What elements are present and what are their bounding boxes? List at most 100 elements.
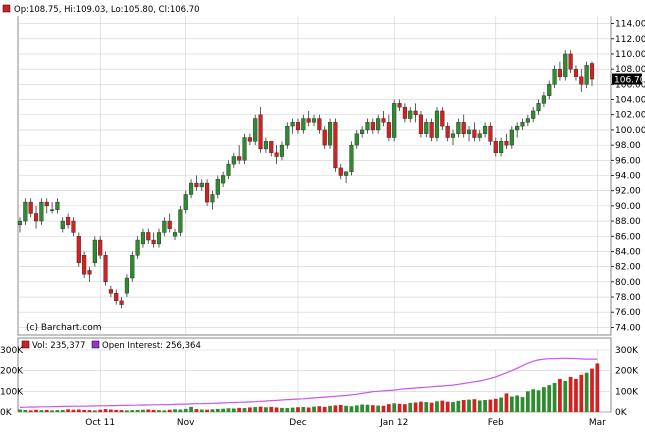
volume-bar: [194, 409, 199, 412]
candle-body: [17, 220, 23, 226]
candle-body: [210, 194, 215, 203]
candle-body: [579, 76, 584, 85]
volume-bar: [370, 405, 375, 412]
date-tick-label: Nov: [177, 418, 195, 428]
candle-body: [172, 232, 178, 237]
price-tick-label: 102.00: [615, 111, 645, 121]
candle-body: [504, 141, 509, 146]
candle-body: [536, 103, 541, 112]
price-tick-label: 82.00: [615, 263, 641, 273]
candle-body: [253, 118, 258, 142]
candle-body: [450, 133, 456, 138]
volume-bar: [264, 407, 268, 412]
price-tick-label: 100.00: [615, 126, 645, 136]
date-tick-label: Jan 12: [379, 418, 408, 428]
volume-bar: [39, 410, 44, 412]
volume-bar: [285, 408, 290, 412]
oi-legend-swatch: [91, 340, 100, 349]
candle-body: [66, 217, 71, 226]
volume-bar: [333, 405, 338, 412]
price-tick-label: 98.00: [615, 141, 641, 151]
candle-body: [568, 53, 573, 70]
volume-bar: [467, 399, 471, 412]
volume-bar: [226, 408, 231, 412]
volume-tick-label-left: 0K: [0, 408, 13, 418]
volume-readout: Vol: 235,377: [32, 341, 85, 351]
candle-body: [60, 220, 65, 229]
candle-body: [456, 122, 461, 134]
candle-body: [23, 201, 28, 222]
volume-bar: [317, 406, 322, 412]
candle-body: [424, 122, 429, 134]
volume-bar: [477, 400, 482, 412]
open-interest-line: [19, 357, 598, 409]
candle-body: [306, 118, 311, 123]
candle-body: [493, 141, 498, 153]
candle-body: [365, 122, 370, 131]
candle-body: [381, 118, 386, 123]
candle-body: [146, 232, 151, 241]
candle-body: [531, 110, 536, 119]
date-tick-label: Dec: [289, 418, 306, 428]
candle-body: [311, 118, 317, 123]
candle-body: [466, 129, 472, 134]
volume-bar: [210, 409, 215, 412]
date-tick-label: Oct 11: [85, 418, 115, 428]
price-tick-label: 90.00: [615, 202, 641, 212]
ohlc-legend-swatch: [2, 4, 11, 13]
volume-bar: [386, 404, 391, 412]
volume-bar: [531, 389, 536, 412]
volume-bar: [590, 368, 594, 412]
volume-bar: [552, 383, 557, 412]
volume-bar: [547, 385, 552, 412]
volume-bar: [584, 372, 589, 412]
volume-bar: [344, 405, 348, 412]
candle-body: [55, 201, 60, 210]
volume-bar: [247, 407, 252, 412]
volume-y-axis: 0K 0K 100K 100K 200K 200K 300K 300K: [0, 346, 639, 418]
candle-body: [360, 129, 365, 134]
volume-bar: [306, 407, 311, 412]
volume-bar: [515, 395, 520, 412]
candle-body: [440, 110, 445, 127]
volume-bar: [520, 397, 525, 412]
candle-body: [563, 53, 568, 77]
volume-bar: [381, 405, 386, 412]
price-tick-label: 104.00: [615, 96, 645, 106]
candle-body: [349, 144, 354, 172]
volume-bar: [167, 409, 172, 412]
date-x-axis: Oct 11 Nov Dec Jan 12 Feb Mar: [85, 418, 606, 428]
volume-bar: [18, 409, 22, 412]
candle-body: [402, 106, 407, 119]
candle-body: [231, 156, 236, 165]
volume-tick-label-left: 100K: [0, 387, 24, 397]
candle-body: [221, 175, 226, 184]
price-tick-label: 96.00: [615, 156, 641, 166]
volume-bar: [258, 406, 263, 412]
candle-body: [194, 182, 199, 188]
volume-bar: [55, 410, 60, 412]
volume-bar: [269, 406, 274, 412]
candle-body: [114, 293, 119, 302]
candle-body: [338, 167, 343, 176]
volume-bar: [493, 398, 498, 412]
candle-body: [573, 68, 579, 77]
volume-bar: [312, 406, 316, 412]
volume-bar: [376, 405, 381, 412]
candle-body: [461, 122, 466, 134]
price-grid: [18, 16, 611, 335]
candle-body: [119, 300, 124, 305]
volume-bar: [82, 409, 87, 412]
candle-body: [183, 194, 188, 210]
volume-bar: [456, 400, 461, 412]
candle-body: [76, 236, 81, 264]
candle-body: [499, 141, 504, 153]
candle-body: [370, 122, 375, 131]
candle-body: [376, 118, 381, 131]
candle-body: [50, 209, 55, 211]
volume-bar: [296, 407, 300, 412]
candle-body: [226, 163, 231, 176]
date-tick-label: Mar: [589, 418, 606, 428]
date-tick-label: Feb: [488, 418, 504, 428]
